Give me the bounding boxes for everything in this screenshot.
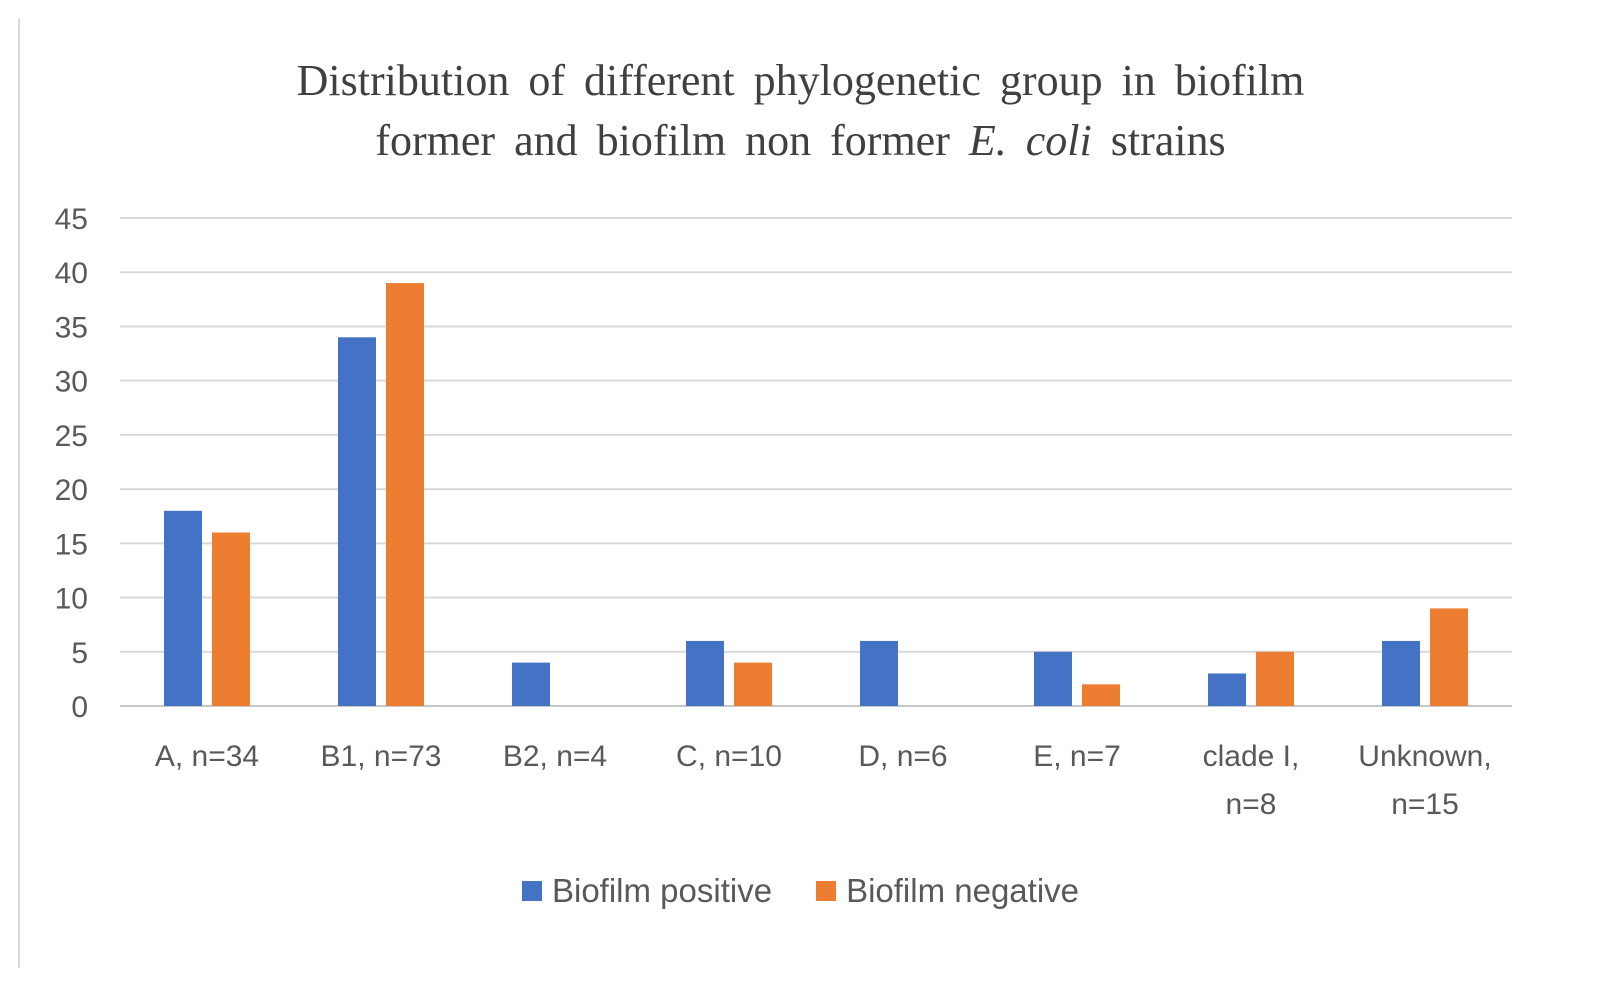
y-tick-label-0: 0 <box>71 691 88 724</box>
legend-label-biofilm-negative: Biofilm negative <box>846 872 1080 909</box>
bar-negative-6 <box>1256 651 1294 706</box>
y-tick-label-15: 15 <box>55 528 88 561</box>
legend-item-biofilm-positive: Biofilm positive <box>521 872 773 910</box>
chart-title-line-2: former and biofilm non former E. coli st… <box>0 112 1601 170</box>
y-tick-label-10: 10 <box>55 583 88 616</box>
bar-positive-5 <box>1034 651 1072 706</box>
y-tick-label-45: 45 <box>55 203 88 236</box>
bar-negative-5 <box>1082 684 1120 706</box>
x-tick-label-7-line-1: n=15 <box>1391 788 1459 821</box>
bar-positive-2 <box>512 662 550 706</box>
chart-frame-edge <box>18 18 20 968</box>
x-tick-label-2: B2, n=4 <box>503 740 607 773</box>
legend-label-biofilm-positive: Biofilm positive <box>551 872 773 909</box>
x-tick-label-1: B1, n=73 <box>321 740 442 773</box>
x-tick-label-3: C, n=10 <box>676 740 782 773</box>
bar-positive-1 <box>338 337 376 706</box>
bar-negative-1 <box>386 283 424 706</box>
y-tick-label-5: 5 <box>71 637 88 670</box>
chart-legend: Biofilm positive Biofilm negative <box>0 872 1601 910</box>
x-tick-label-4: D, n=6 <box>858 740 947 773</box>
y-tick-label-25: 25 <box>55 420 88 453</box>
x-tick-label-0: A, n=34 <box>155 740 259 773</box>
bar-negative-3 <box>734 662 772 706</box>
y-tick-label-35: 35 <box>55 311 88 344</box>
legend-swatch-biofilm-positive <box>521 881 542 901</box>
x-tick-label-6-line-0: clade I, <box>1203 740 1300 773</box>
y-tick-label-40: 40 <box>55 257 88 290</box>
bar-positive-3 <box>686 640 724 706</box>
bar-positive-0 <box>164 510 202 706</box>
x-tick-label-6-line-1: n=8 <box>1226 788 1277 821</box>
bar-negative-7 <box>1430 608 1468 706</box>
chart-title-text-2a: former and biofilm non former <box>375 116 950 165</box>
y-tick-label-30: 30 <box>55 366 88 399</box>
bar-positive-6 <box>1208 673 1246 706</box>
chart-title-line-1: Distribution of different phylogenetic g… <box>0 52 1601 110</box>
chart-title-text-1: Distribution of different phylogenetic g… <box>296 56 1305 105</box>
chart-title-species: E. coli <box>968 116 1092 165</box>
bar-positive-4 <box>860 640 898 706</box>
bar-positive-7 <box>1382 640 1420 706</box>
x-tick-label-5: E, n=7 <box>1033 740 1121 773</box>
legend-swatch-biofilm-negative <box>816 881 837 901</box>
y-tick-label-20: 20 <box>55 474 88 507</box>
x-tick-label-7-line-0: Unknown, <box>1358 740 1491 773</box>
legend-item-biofilm-negative: Biofilm negative <box>816 872 1079 910</box>
chart-title-text-2b: strains <box>1110 116 1226 165</box>
bar-negative-0 <box>212 532 250 706</box>
